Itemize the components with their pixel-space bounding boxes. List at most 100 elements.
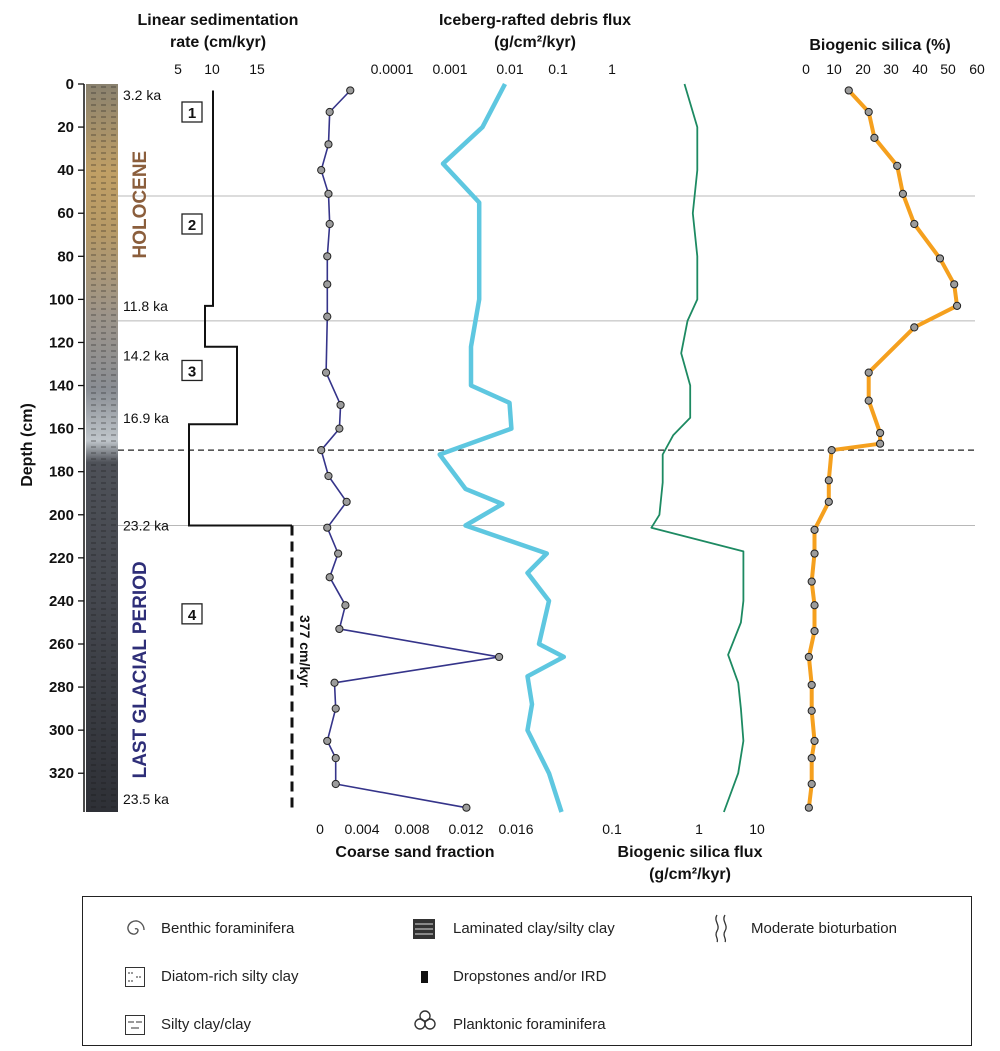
coarse-sand-point <box>323 736 332 746</box>
depth-tick-label: 120 <box>49 334 74 351</box>
coarse-sand-point <box>324 471 333 481</box>
silica-tick-label: 10 <box>826 61 842 77</box>
ird-axis-title-line1: Iceberg-rafted debris flux <box>439 12 631 29</box>
coarse-sand-point <box>346 86 355 95</box>
biogenic-silica-point <box>807 577 816 586</box>
age-label: 23.5 ka <box>123 791 169 807</box>
coarse-sand-point <box>335 624 344 634</box>
lsr-axis-title-line2: rate (cm/kyr) <box>170 34 266 51</box>
depth-tick-label: 40 <box>57 162 74 179</box>
biogenic-silica-point <box>950 280 959 289</box>
depth-axis: 0 20 40 60 80 100 120 140 160 180 200 220 240 260 280 3… <box>49 76 85 812</box>
coarse-sand-series <box>317 86 504 812</box>
biogenic-silica-point <box>804 652 813 662</box>
lsr-axis-title-line1: Linear sedimentation <box>138 12 299 29</box>
benthic-foraminifera-icon <box>127 920 145 935</box>
biogenic-silica-point <box>827 446 836 455</box>
age-label: 23.2 ka <box>123 518 169 534</box>
silica-tick-labels: 0 10 20 30 40 50 60 <box>802 61 985 77</box>
sand-axis-title: Coarse sand fraction <box>335 844 494 861</box>
biogenic-silica-point <box>864 107 873 117</box>
silica-tick-label: 60 <box>969 61 985 77</box>
legend-label: Silty clay/clay <box>161 1016 252 1033</box>
sand-tick-label: 0.008 <box>394 821 429 837</box>
planktonic-foraminifera-icon <box>414 1010 436 1030</box>
dropstones-icon <box>421 971 428 983</box>
coarse-sand-point <box>321 368 331 377</box>
coarse-sand-point <box>324 140 333 149</box>
silty-clay-icon <box>125 1015 145 1035</box>
bsf-axis-title-line1: Biogenic silica flux <box>618 844 763 861</box>
biogenic-silica-point <box>810 626 819 636</box>
coarse-sand-point <box>323 312 332 321</box>
bsf-tick-label: 1 <box>695 821 703 837</box>
biogenic-silica-point <box>810 601 819 610</box>
coarse-sand-point <box>342 497 351 506</box>
lsr-tick-label: 5 <box>174 61 182 77</box>
unit-label: 1 <box>188 105 196 122</box>
coarse-sand-point <box>325 107 334 117</box>
biogenic-silica-point <box>807 706 816 715</box>
coarse-sand-point <box>330 678 339 687</box>
unit-box <box>181 359 203 382</box>
legend-label: Laminated clay/silty clay <box>453 920 615 937</box>
legend: Benthic foraminifera Laminated clay/silt… <box>82 896 972 1046</box>
silica-tick-label: 50 <box>940 61 956 77</box>
biogenic-silica-point <box>910 219 919 229</box>
biogenic-silica-point <box>876 428 885 438</box>
ird-tick-label: 0.1 <box>548 61 568 77</box>
ird-tick-label: 0.001 <box>432 61 467 77</box>
coarse-sand-point <box>331 704 340 713</box>
biogenic-silica-point <box>807 754 816 763</box>
depth-tick-label: 160 <box>49 421 74 438</box>
silica-axis-title: Biogenic silica (%) <box>809 37 950 54</box>
lsr-series: 377 cm/kyr <box>188 90 313 812</box>
lsr-step-line <box>188 90 292 527</box>
depth-tick-label: 80 <box>57 248 74 265</box>
biogenic-silica-point <box>876 439 885 448</box>
biogenic-silica-flux-line <box>650 83 745 813</box>
ird-flux-series <box>437 82 567 813</box>
depth-tick-label: 320 <box>49 765 74 782</box>
depth-tick-label: 280 <box>49 679 74 696</box>
ird-axis-title-line2: (g/cm²/kyr) <box>494 34 576 51</box>
depth-tick-label: 100 <box>49 291 74 308</box>
legend-label: Diatom-rich silty clay <box>161 968 299 985</box>
biogenic-silica-point <box>952 301 962 310</box>
biogenic-silica-point <box>810 549 819 558</box>
coarse-sand-point <box>323 523 332 532</box>
biogenic-silica-point <box>893 161 902 170</box>
coarse-sand-point <box>323 280 332 289</box>
coarse-sand-point <box>334 549 343 558</box>
depth-tick-label: 260 <box>49 636 74 653</box>
depth-axis-title: Depth (cm) <box>19 403 36 487</box>
lsr-tick-label: 10 <box>204 61 220 77</box>
bsf-axis-title-line2: (g/cm²/kyr) <box>649 866 731 883</box>
age-label: 14.2 ka <box>123 347 169 363</box>
coarse-sand-point <box>317 446 326 455</box>
legend-label: Benthic foraminifera <box>161 920 295 937</box>
unit-label: 2 <box>188 217 196 234</box>
ird-tick-label: 0.0001 <box>371 61 414 77</box>
silica-tick-label: 40 <box>912 61 928 77</box>
biogenic-silica-point <box>898 189 908 198</box>
annotations: 3.2 ka 11.8 ka 14.2 ka 16.9 ka 23.2 ka 23.5 k… <box>123 87 203 807</box>
coarse-sand-point <box>341 601 350 610</box>
biogenic-silica-point <box>844 86 853 95</box>
biogenic-silica-point <box>810 736 819 746</box>
biogenic-silica-point <box>864 396 873 405</box>
biogenic-silica-point <box>807 779 816 789</box>
depth-tick-label: 220 <box>49 550 74 567</box>
coarse-sand-point <box>494 652 504 662</box>
biogenic-silica-point <box>870 133 879 142</box>
depth-tick-label: 0 <box>66 76 74 93</box>
biogenic-silica-point <box>824 497 833 506</box>
coarse-sand-point <box>324 189 333 198</box>
coarse-sand-point <box>462 803 471 812</box>
biogenic-silica-flux-series <box>650 83 745 813</box>
depth-tick-label: 300 <box>49 722 74 739</box>
coarse-sand-point <box>331 779 340 789</box>
diatom-silty-clay-icon <box>125 967 145 987</box>
sand-tick-label: 0 <box>316 821 324 837</box>
age-label: 16.9 ka <box>123 410 169 426</box>
